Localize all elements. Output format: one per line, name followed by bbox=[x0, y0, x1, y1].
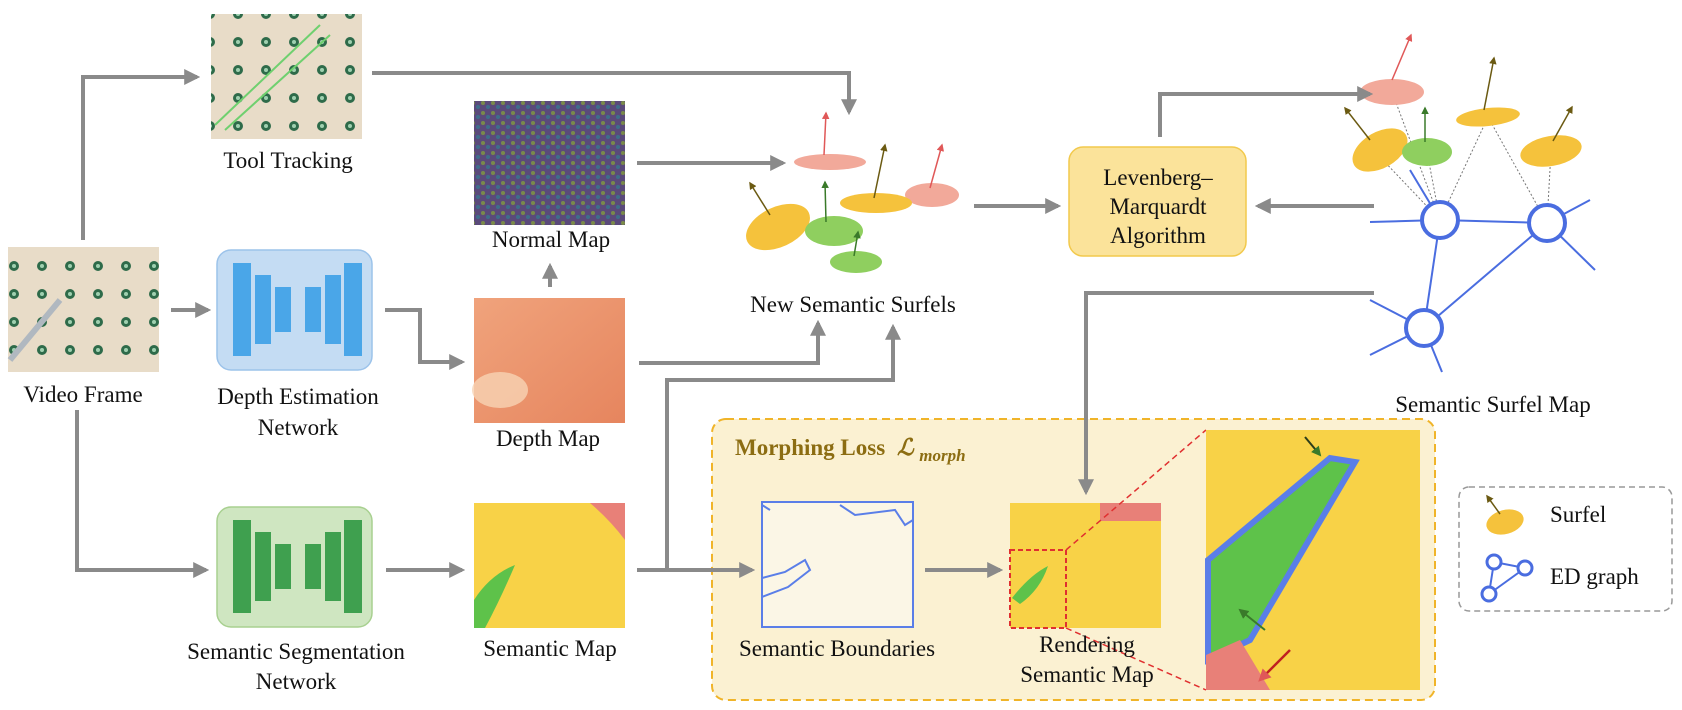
rendering-semantic-map-image bbox=[1009, 503, 1161, 629]
arrow-semanticmap-to-surfels bbox=[665, 323, 901, 570]
label-lm-1: Levenberg– bbox=[1103, 165, 1213, 190]
arrow-depthmap-to-surfels bbox=[639, 319, 826, 365]
tool-tracking-image bbox=[211, 14, 362, 139]
morph-title-text: Morphing Loss bbox=[735, 435, 885, 460]
arrow-surfelmap-to-rendering bbox=[1078, 291, 1374, 496]
zoomed-detail-image bbox=[1205, 430, 1420, 690]
morph-title: Morphing Loss ℒ morph bbox=[735, 435, 966, 465]
legend-surfel-icon bbox=[1486, 494, 1524, 535]
label-rendering-1: Rendering bbox=[1039, 632, 1135, 657]
morph-subscript: morph bbox=[919, 446, 965, 465]
lm-algorithm-box bbox=[1068, 146, 1247, 257]
arrow-depthnet-to-depthmap bbox=[385, 308, 466, 370]
label-semantic-map: Semantic Map bbox=[483, 636, 617, 661]
label-new-surfels: New Semantic Surfels bbox=[750, 292, 956, 317]
flow-arrows bbox=[75, 69, 1374, 578]
label-depth-net-2: Network bbox=[258, 415, 339, 440]
label-video-frame: Video Frame bbox=[23, 382, 142, 407]
morph-symbol: ℒ bbox=[897, 435, 915, 460]
label-rendering-2: Semantic Map bbox=[1020, 662, 1154, 687]
label-seg-net-1: Semantic Segmentation bbox=[187, 639, 405, 664]
semantic-boundaries-image bbox=[761, 501, 914, 628]
label-lm-2: Marquardt bbox=[1109, 194, 1207, 219]
legend-ed-label: ED graph bbox=[1550, 564, 1639, 589]
arrow-tooltracking-to-surfels bbox=[372, 71, 857, 116]
zoom-lines bbox=[1065, 429, 1207, 691]
label-seg-net-2: Network bbox=[256, 669, 337, 694]
label-surfel-map: Semantic Surfel Map bbox=[1395, 392, 1590, 417]
semantic-segmentation-network bbox=[216, 506, 373, 628]
video-frame-image bbox=[7, 247, 159, 372]
legend-surfel-label: Surfel bbox=[1550, 502, 1606, 527]
label-tool-tracking: Tool Tracking bbox=[223, 148, 353, 173]
semantic-map-image bbox=[474, 503, 625, 628]
new-surfels-group bbox=[746, 111, 959, 273]
depth-estimation-network bbox=[216, 249, 373, 371]
normal-map-image bbox=[474, 101, 625, 225]
arrow-lm-to-surfelmap bbox=[1158, 86, 1374, 137]
label-normal-map: Normal Map bbox=[492, 227, 610, 252]
arrow-frame-to-tooltracking bbox=[81, 69, 201, 240]
label-depth-net-1: Depth Estimation bbox=[217, 384, 379, 409]
semantic-surfel-map bbox=[1344, 33, 1596, 373]
label-depth-map: Depth Map bbox=[496, 426, 600, 451]
label-semantic-boundaries: Semantic Boundaries bbox=[739, 636, 935, 661]
label-lm-3: Algorithm bbox=[1110, 223, 1206, 248]
legend-ed-graph-icon bbox=[1480, 553, 1534, 603]
arrow-frame-to-segnet bbox=[75, 410, 210, 578]
depth-map-image bbox=[472, 298, 625, 423]
